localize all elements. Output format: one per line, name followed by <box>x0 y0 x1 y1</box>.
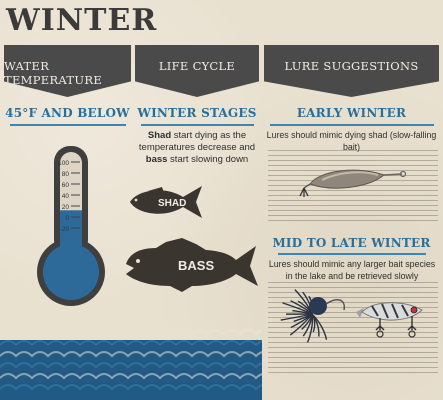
thermometer-tick-label: 100 <box>58 160 69 167</box>
column-header-label: WATER TEMPERATURE <box>4 59 103 87</box>
wave-line <box>0 384 262 391</box>
early-winter-description: Lures should mimic dying shad (slow-fall… <box>266 130 437 152</box>
page-title: WINTER <box>6 3 158 38</box>
life-cycle-text-part: start dying as the temperatures decrease… <box>138 130 256 153</box>
thermometer-graphic: 100 80 60 40 20 0 -20 <box>37 146 105 306</box>
bass-label: BASS <box>178 258 214 273</box>
life-cycle-text-part: start slowing down <box>167 154 249 165</box>
water-waves-graphic <box>0 328 262 400</box>
spoon-lure-icon <box>299 169 407 197</box>
thermometer-tick-label: 20 <box>62 204 70 211</box>
wave-line <box>0 328 262 337</box>
life-cycle-text-part: bass <box>145 154 168 165</box>
column-header-label: LIFE CYCLE <box>158 59 236 73</box>
thermometer-tick-label: 60 <box>62 182 70 189</box>
late-winter-heading: MID TO LATE WINTER <box>272 236 431 250</box>
wave-line <box>0 373 262 380</box>
late-winter-underline <box>278 253 426 255</box>
jig-skirt-strand <box>289 313 313 336</box>
bass-fish-icon: BASS <box>126 238 258 292</box>
water-temp-underline <box>10 124 126 126</box>
thermometer-tick-label: -20 <box>60 226 70 233</box>
shad-fish-icon: SHAD <box>130 186 202 218</box>
jig-lure-icon <box>280 289 346 343</box>
life-cycle-underline <box>141 124 254 126</box>
jig-skirt-strand <box>306 313 314 343</box>
wave-line <box>0 362 262 369</box>
jig-skirt-strand <box>311 313 328 340</box>
column-header-label: LURE SUGGESTIONS <box>284 59 419 73</box>
wave-line <box>0 351 262 358</box>
early-winter-heading: EARLY WINTER <box>296 106 407 120</box>
life-cycle-text-part: Shad <box>147 130 172 141</box>
life-cycle-description: Shad start dying as the temperatures dec… <box>138 130 256 166</box>
wave-line <box>0 340 262 347</box>
crankbait-lure-icon <box>356 302 423 338</box>
shad-label: SHAD <box>158 198 186 209</box>
thermometer-tick-label: 40 <box>62 193 70 200</box>
thermometer-tick-label: 80 <box>62 171 70 178</box>
life-cycle-subheading: WINTER STAGES <box>137 106 257 120</box>
water-temp-subheading: 45°F AND BELOW <box>5 106 130 120</box>
thermometer-tick-label: 0 <box>65 215 69 222</box>
late-winter-description: Lures should mimic any larger bait speci… <box>268 259 436 281</box>
early-winter-underline <box>270 124 434 126</box>
